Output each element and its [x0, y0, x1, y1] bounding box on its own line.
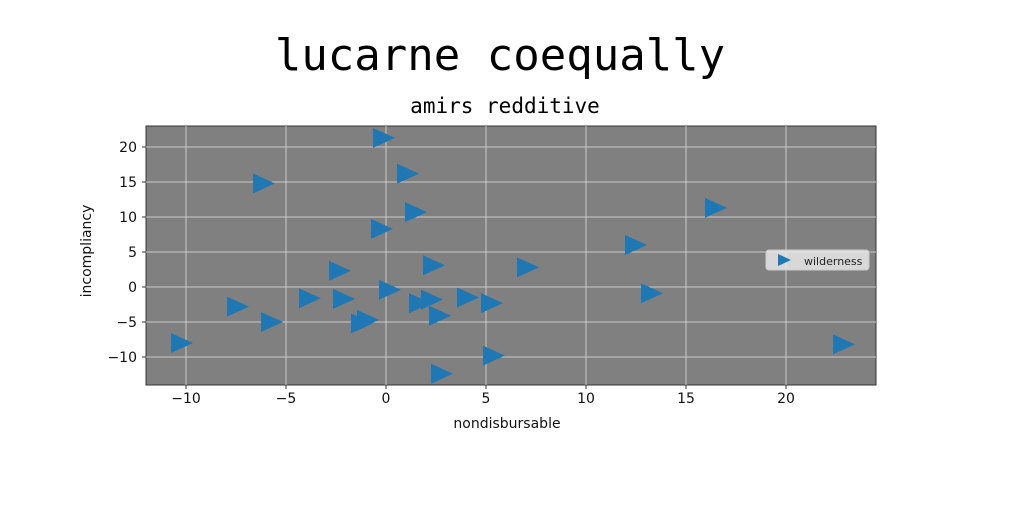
y-tick-label: −5 [116, 315, 137, 331]
data-point [333, 288, 355, 309]
y-axis-label: incompliancy [79, 205, 95, 298]
data-point [431, 363, 453, 384]
data-point [227, 296, 249, 317]
x-axis-label: nondisbursable [453, 416, 560, 432]
data-point [481, 293, 503, 314]
data-point [357, 309, 379, 330]
data-point [705, 197, 727, 218]
chart-title: lucarne coequally [275, 30, 725, 81]
x-tick-label: −5 [276, 391, 297, 407]
data-point [405, 202, 427, 223]
data-point [261, 312, 283, 332]
chart-subtitle: amirs redditive [410, 94, 600, 118]
data-point [379, 279, 401, 300]
data-point [397, 163, 419, 184]
data-point [421, 289, 443, 310]
legend: wilderness [765, 249, 870, 271]
data-point [457, 287, 479, 308]
data-point [641, 283, 663, 304]
data-point [299, 288, 321, 309]
x-tick-label: 20 [777, 391, 795, 407]
legend-box [765, 249, 870, 271]
data-point [423, 255, 445, 276]
data-point [171, 333, 193, 353]
x-tick-label: 15 [677, 391, 695, 407]
y-tick-label: 20 [119, 140, 137, 156]
data-point [409, 293, 431, 314]
data-point [429, 305, 451, 326]
plot-area [145, 125, 877, 386]
x-tick-label: 10 [577, 391, 595, 407]
y-tick-label: 15 [119, 175, 137, 191]
data-points [171, 127, 855, 384]
data-point [329, 260, 351, 281]
data-point [517, 257, 539, 278]
data-point [483, 345, 505, 366]
data-point [625, 235, 647, 255]
x-tick-label: 5 [482, 391, 491, 407]
x-tick-label: 0 [382, 391, 391, 407]
tick-labels: −10 −5 0 5 10 15 20 −10 −5 0 5 10 15 20 [107, 140, 794, 407]
y-tick-label: −10 [107, 350, 137, 366]
y-tick-label: 10 [119, 210, 137, 226]
data-point [833, 334, 855, 355]
y-tick-label: 0 [128, 280, 137, 296]
x-tick-label: −10 [171, 391, 201, 407]
y-tick-label: 5 [128, 245, 137, 261]
legend-label: wilderness [804, 255, 863, 268]
legend-marker [778, 254, 791, 266]
data-point [371, 218, 393, 239]
data-point [253, 173, 275, 194]
data-point [373, 127, 395, 148]
